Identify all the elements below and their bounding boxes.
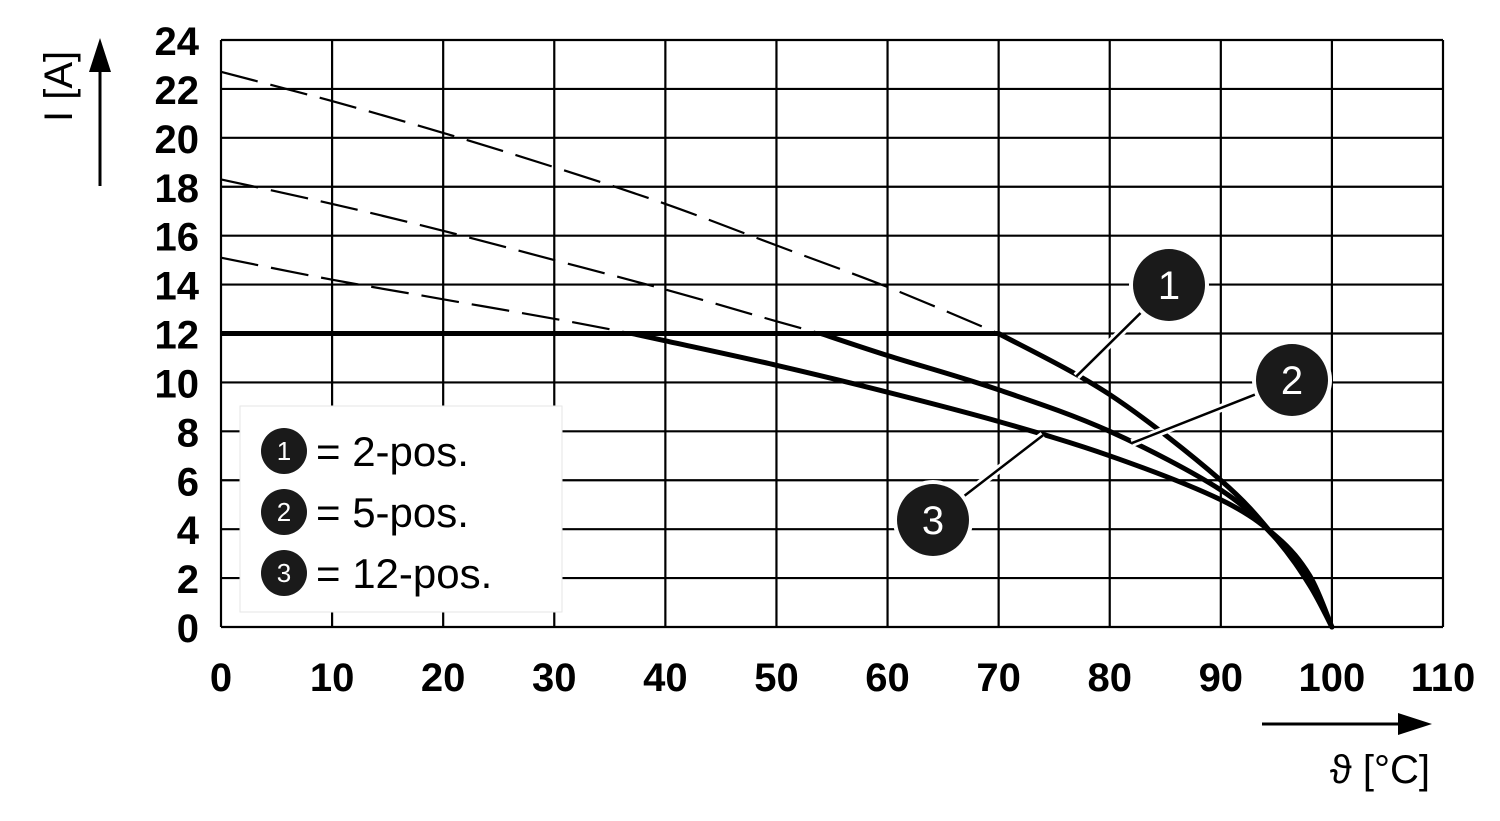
x-tick-label: 110 xyxy=(1411,656,1476,700)
x-tick-label: 30 xyxy=(532,656,577,700)
x-tick-label: 20 xyxy=(421,656,466,700)
marker-number-1: 1 xyxy=(1158,264,1180,308)
y-tick-label: 14 xyxy=(155,265,200,309)
x-tick-label: 90 xyxy=(1199,656,1244,700)
y-tick-label: 20 xyxy=(155,118,200,162)
legend-marker-1 xyxy=(261,428,307,474)
grid xyxy=(219,38,1445,629)
marker-circle-2 xyxy=(1256,344,1328,416)
curve-3 xyxy=(629,331,1335,630)
legend-label: = 2-pos. xyxy=(316,428,469,475)
legend: 1 = 2-pos. 2 = 5-pos. 3 = 12-pos. xyxy=(239,405,563,613)
legend-marker-number: 3 xyxy=(277,558,291,588)
x-tick-label: 60 xyxy=(865,656,910,700)
marker-number-3: 3 xyxy=(922,499,944,543)
y-tick-label: 2 xyxy=(177,558,199,602)
legend-marker-3 xyxy=(261,550,307,596)
x-tick-label: 50 xyxy=(754,656,799,700)
tick-labels: 0 10 20 30 40 50 60 70 80 90 100 110024681012141618… xyxy=(155,20,1476,700)
curve-markers: 1 2 3 xyxy=(893,245,1332,560)
x-tick-label: 0 xyxy=(210,656,232,700)
marker-circle-1 xyxy=(1133,249,1205,321)
y-tick-label: 8 xyxy=(177,411,199,455)
y-tick-label: 22 xyxy=(155,69,200,113)
y-tick-label: 6 xyxy=(177,460,199,504)
y-tick-label: 18 xyxy=(155,167,200,211)
x-axis-arrowhead-icon xyxy=(1398,713,1432,735)
x-tick-label: 100 xyxy=(1299,656,1366,700)
y-axis-label-group: I [A] xyxy=(37,38,111,186)
curve-2-dashed xyxy=(220,178,822,335)
y-tick-label: 0 xyxy=(177,607,199,651)
y-tick-label: 24 xyxy=(155,20,200,64)
legend-marker-number: 2 xyxy=(277,497,291,527)
y-tick-label: 12 xyxy=(155,314,200,358)
curves xyxy=(220,70,1335,630)
legend-marker-number: 1 xyxy=(277,436,291,466)
legend-marker-2 xyxy=(261,489,307,535)
x-axis-label-group: ϑ [°C] xyxy=(1262,713,1432,792)
y-tick-label: 16 xyxy=(155,216,200,260)
marker-number-2: 2 xyxy=(1281,359,1303,403)
legend-label: = 12-pos. xyxy=(316,550,492,597)
x-tick-label: 10 xyxy=(310,656,355,700)
y-tick-label: 10 xyxy=(155,362,200,406)
x-tick-label: 40 xyxy=(643,656,688,700)
legend-label: = 5-pos. xyxy=(316,489,469,536)
x-axis-label: ϑ [°C] xyxy=(1330,748,1430,792)
marker-circle-3 xyxy=(897,484,969,556)
x-tick-label: 80 xyxy=(1087,656,1132,700)
x-tick-label: 70 xyxy=(976,656,1021,700)
curve-1-dashed xyxy=(220,70,1000,335)
curve-3-dashed xyxy=(220,256,633,335)
y-tick-label: 4 xyxy=(177,509,200,553)
y-axis-label: I [A] xyxy=(37,51,81,122)
y-axis-arrowhead-icon xyxy=(89,38,111,72)
curve-2 xyxy=(818,331,1335,630)
